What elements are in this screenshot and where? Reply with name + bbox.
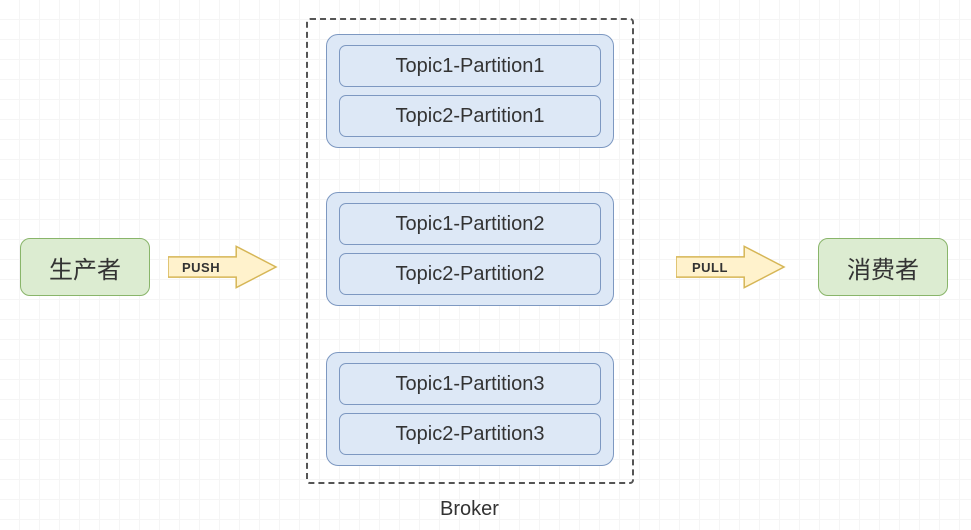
partition-label: Topic2-Partition3 [396,423,545,446]
partition-group: Topic1-Partition2 Topic2-Partition2 [326,192,614,306]
partition-box: Topic2-Partition1 [339,95,601,137]
push-arrow-label: PUSH [182,260,220,275]
partition-box: Topic1-Partition1 [339,45,601,87]
partition-label: Topic2-Partition1 [396,105,545,128]
partition-box: Topic1-Partition3 [339,363,601,405]
partition-box: Topic1-Partition2 [339,203,601,245]
broker-label: Broker [440,498,499,521]
partition-label: Topic1-Partition3 [396,373,545,396]
partition-box: Topic2-Partition3 [339,413,601,455]
consumer-label: 消费者 [847,250,919,285]
partition-group: Topic1-Partition3 Topic2-Partition3 [326,352,614,466]
partition-label: Topic1-Partition2 [396,213,545,236]
producer-label: 生产者 [49,250,121,285]
consumer-node: 消费者 [818,238,948,296]
partition-box: Topic2-Partition2 [339,253,601,295]
partition-label: Topic2-Partition2 [396,263,545,286]
partition-group: Topic1-Partition1 Topic2-Partition1 [326,34,614,148]
producer-node: 生产者 [20,238,150,296]
partition-label: Topic1-Partition1 [396,55,545,78]
pull-arrow-label: PULL [692,260,728,275]
